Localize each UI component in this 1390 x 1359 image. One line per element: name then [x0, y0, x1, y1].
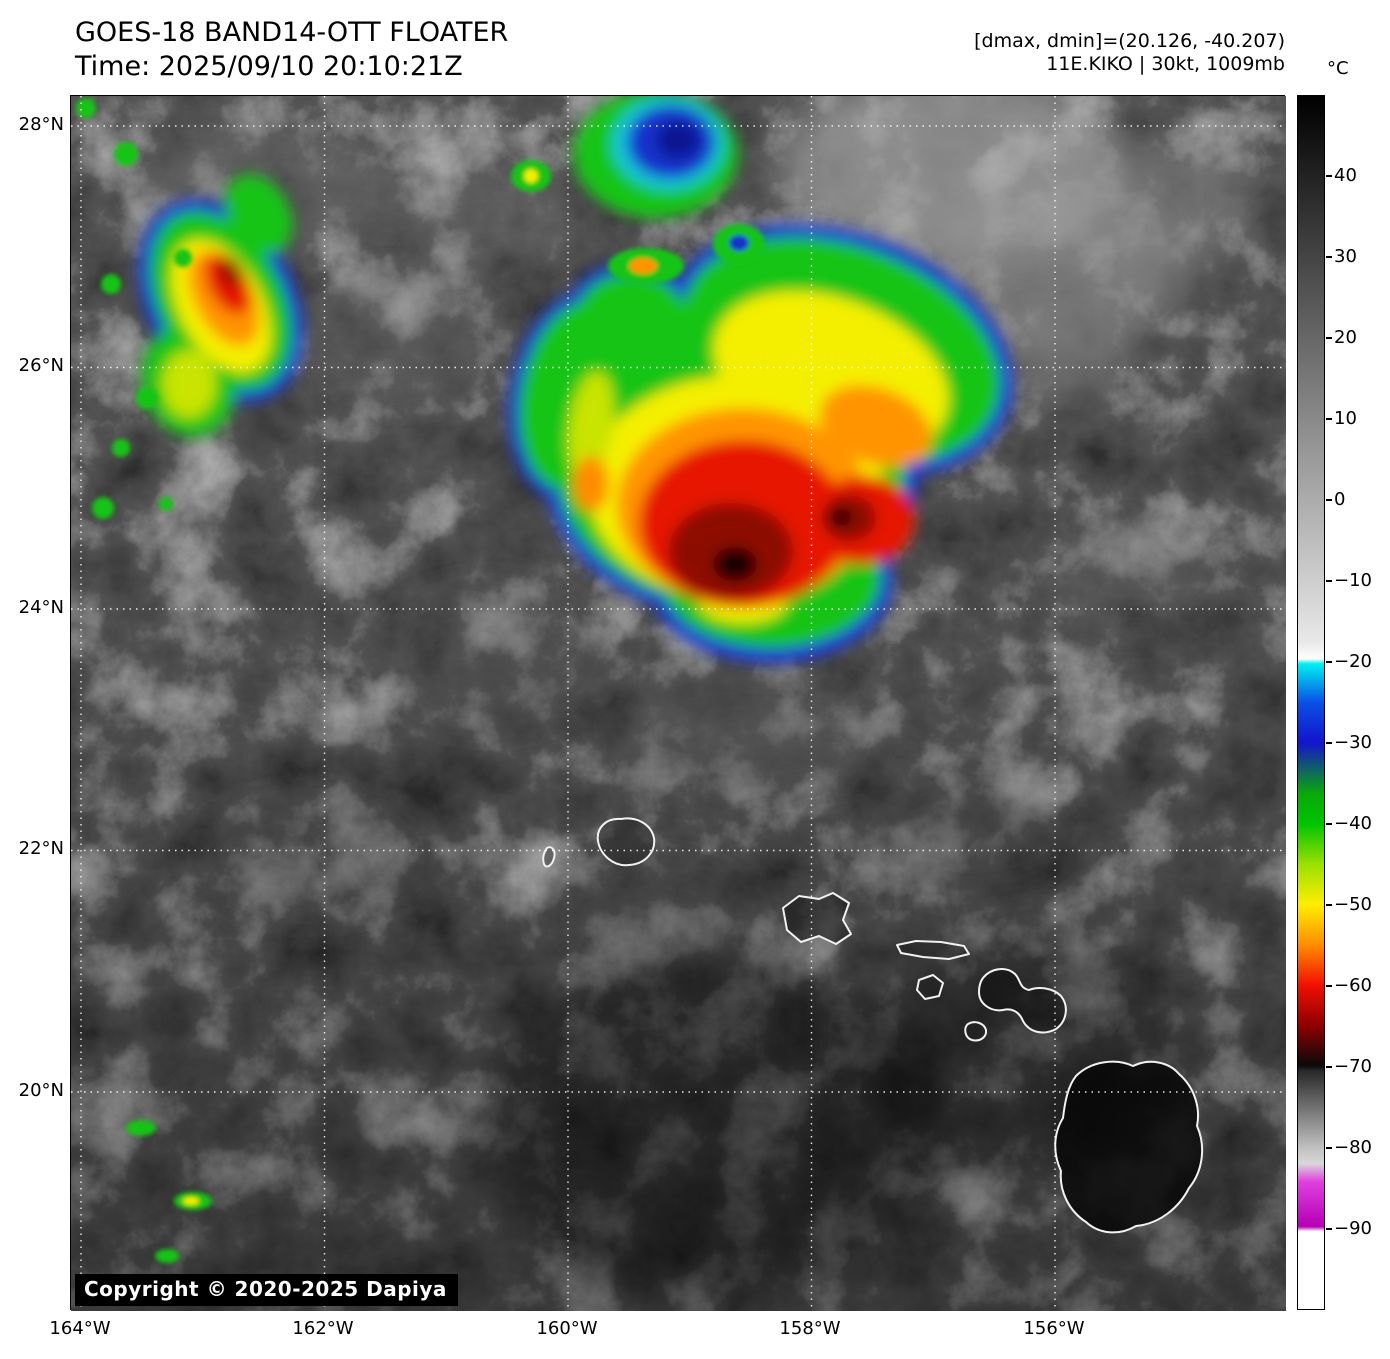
colorbar-tick-mark	[1326, 823, 1332, 825]
colorbar-tick-0: 0	[1334, 489, 1346, 510]
colorbar-tick-mark	[1326, 418, 1332, 420]
island-oahu	[782, 892, 852, 945]
lat-label-28n: 28°N	[18, 114, 64, 135]
product-title: GOES-18 BAND14-OTT FLOATER	[75, 17, 509, 48]
colorbar-tick-10: 10	[1334, 408, 1357, 429]
satellite-map: Copyright © 2020-2025 Dapiya	[70, 95, 1286, 1311]
colorbar-tick-mark	[1326, 499, 1332, 501]
header-left: GOES-18 BAND14-OTT FLOATER Time: 2025/09…	[75, 16, 508, 84]
colorbar-unit-label: °C	[1327, 58, 1349, 79]
colorbar-tick-30: 30	[1334, 246, 1357, 267]
lon-label-160w: 160°W	[536, 1318, 598, 1339]
lon-label-158w: 158°W	[779, 1318, 841, 1339]
satellite-imagery	[71, 96, 1286, 1311]
small-convective-cells	[76, 98, 765, 1263]
colorbar-tick-mark	[1326, 904, 1332, 906]
lon-label-164w: 164°W	[49, 1318, 111, 1339]
colorbar-tick-n90: −90	[1334, 1218, 1372, 1239]
colorbar-tick-n30: −30	[1334, 732, 1372, 753]
timestamp: Time: 2025/09/10 20:10:21Z	[75, 51, 463, 82]
colorbar-tick-mark	[1326, 1066, 1332, 1068]
colorbar-tick-mark	[1326, 985, 1332, 987]
storm-info: 11E.KIKO | 30kt, 1009mb	[1046, 53, 1285, 75]
colorbar-tick-20: 20	[1334, 327, 1357, 348]
colorbar-tick-mark	[1326, 661, 1332, 663]
dmax-dmin-readout: [dmax, dmin]=(20.126, -40.207)	[974, 30, 1285, 52]
colorbar-tick-n80: −80	[1334, 1137, 1372, 1158]
island-kahoolawe	[964, 1021, 988, 1042]
island-hawaii	[1054, 1060, 1204, 1234]
island-molokai	[896, 940, 970, 960]
colorbar-tick-n10: −10	[1334, 570, 1372, 591]
island-kauai	[596, 817, 656, 867]
lat-label-22n: 22°N	[18, 838, 64, 859]
island-coastlines	[542, 817, 1204, 1234]
lat-label-20n: 20°N	[18, 1080, 64, 1101]
colorbar-tick-mark	[1326, 580, 1332, 582]
lat-label-24n: 24°N	[18, 597, 64, 618]
colorbar-tick-40: 40	[1334, 165, 1357, 186]
colorbar-tick-mark	[1326, 742, 1332, 744]
island-lanai	[916, 974, 944, 1000]
temperature-colorbar	[1297, 95, 1325, 1310]
header-right: [dmax, dmin]=(20.126, -40.207) 11E.KIKO …	[974, 30, 1285, 76]
colorbar-tick-mark	[1326, 1147, 1332, 1149]
colorbar-tick-n20: −20	[1334, 651, 1372, 672]
colorbar-tick-mark	[1326, 1228, 1332, 1230]
island-niihau	[542, 846, 556, 868]
colorbar-tick-n40: −40	[1334, 813, 1372, 834]
colorbar-tick-mark	[1326, 256, 1332, 258]
colorbar-tick-n60: −60	[1334, 975, 1372, 996]
latlon-grid	[71, 96, 1286, 1311]
lat-label-26n: 26°N	[18, 355, 64, 376]
colorbar-tick-mark	[1326, 337, 1332, 339]
colorbar-tick-n70: −70	[1334, 1056, 1372, 1077]
lon-label-156w: 156°W	[1023, 1318, 1085, 1339]
lon-label-162w: 162°W	[292, 1318, 354, 1339]
colorbar-tick-mark	[1326, 175, 1332, 177]
copyright-watermark: Copyright © 2020-2025 Dapiya	[75, 1274, 458, 1306]
colorbar-tick-n50: −50	[1334, 894, 1372, 915]
island-maui	[978, 968, 1067, 1034]
